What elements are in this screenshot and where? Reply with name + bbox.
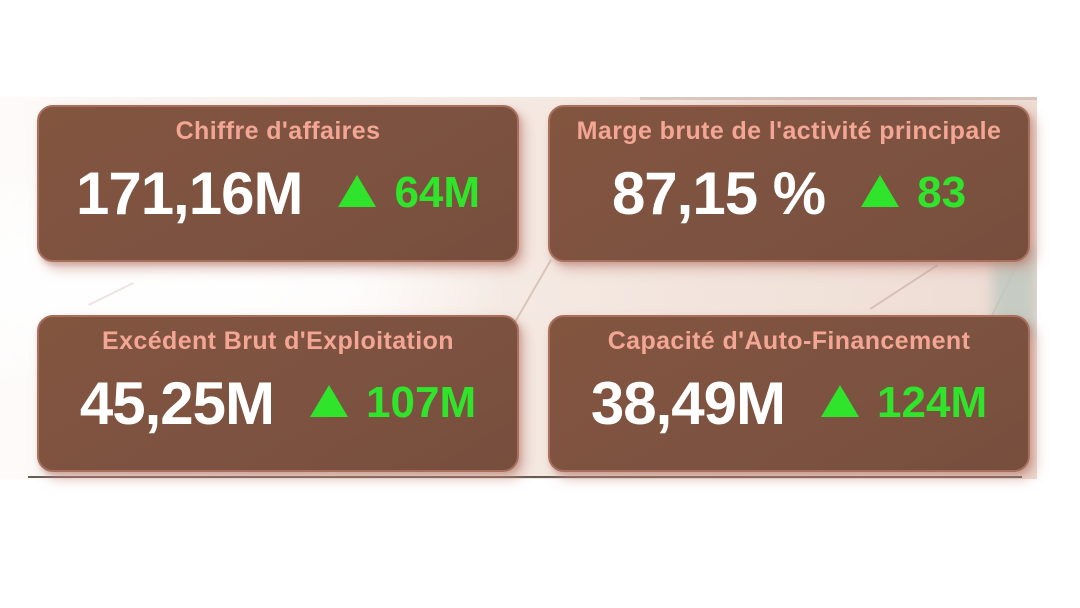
kpi-goal-value: 83 [917, 168, 967, 218]
kpi-title: Chiffre d'affaires [175, 117, 381, 145]
kpi-value-row: 87,15 % 83 [550, 162, 1028, 225]
kpi-value: 171,16M [75, 159, 303, 227]
kpi-title: Capacité d'Auto-Financement [607, 327, 971, 355]
kpi-trend: 124M [821, 381, 987, 425]
kpi-card-chiffre-affaires[interactable]: Chiffre d'affaires 171,16M 64M [37, 105, 519, 262]
trend-up-icon [310, 385, 349, 418]
kpi-value-row: 45,25M 107M [39, 372, 517, 435]
kpi-value: 45,25M [79, 369, 275, 437]
kpi-value: 87,15 % [611, 159, 826, 227]
background-diagonal-line [869, 264, 939, 310]
bottom-divider-line [28, 476, 1022, 478]
kpi-card-excedent-brut[interactable]: Excédent Brut d'Exploitation 45,25M 107M [37, 315, 519, 472]
kpi-card-capacite-autofinancement[interactable]: Capacité d'Auto-Financement 38,49M 124M [548, 315, 1030, 472]
kpi-value-row: 171,16M 64M [39, 162, 517, 225]
trend-up-icon [821, 385, 860, 418]
background-diagonal-line [514, 259, 552, 323]
kpi-title: Marge brute de l'activité principale [576, 117, 1002, 145]
kpi-trend: 64M [338, 171, 480, 215]
kpi-goal-value: 107M [366, 378, 477, 428]
kpi-card-marge-brute[interactable]: Marge brute de l'activité principale 87,… [548, 105, 1030, 262]
kpi-value: 38,49M [590, 369, 786, 437]
trend-up-icon [861, 175, 900, 208]
kpi-trend: 83 [861, 171, 966, 215]
kpi-goal-value: 64M [394, 168, 481, 218]
background-diagonal-line [88, 282, 134, 306]
kpi-title: Excédent Brut d'Exploitation [102, 327, 454, 355]
kpi-value-row: 38,49M 124M [550, 372, 1028, 435]
trend-up-icon [338, 175, 377, 208]
kpi-goal-value: 124M [877, 378, 988, 428]
kpi-trend: 107M [310, 381, 476, 425]
